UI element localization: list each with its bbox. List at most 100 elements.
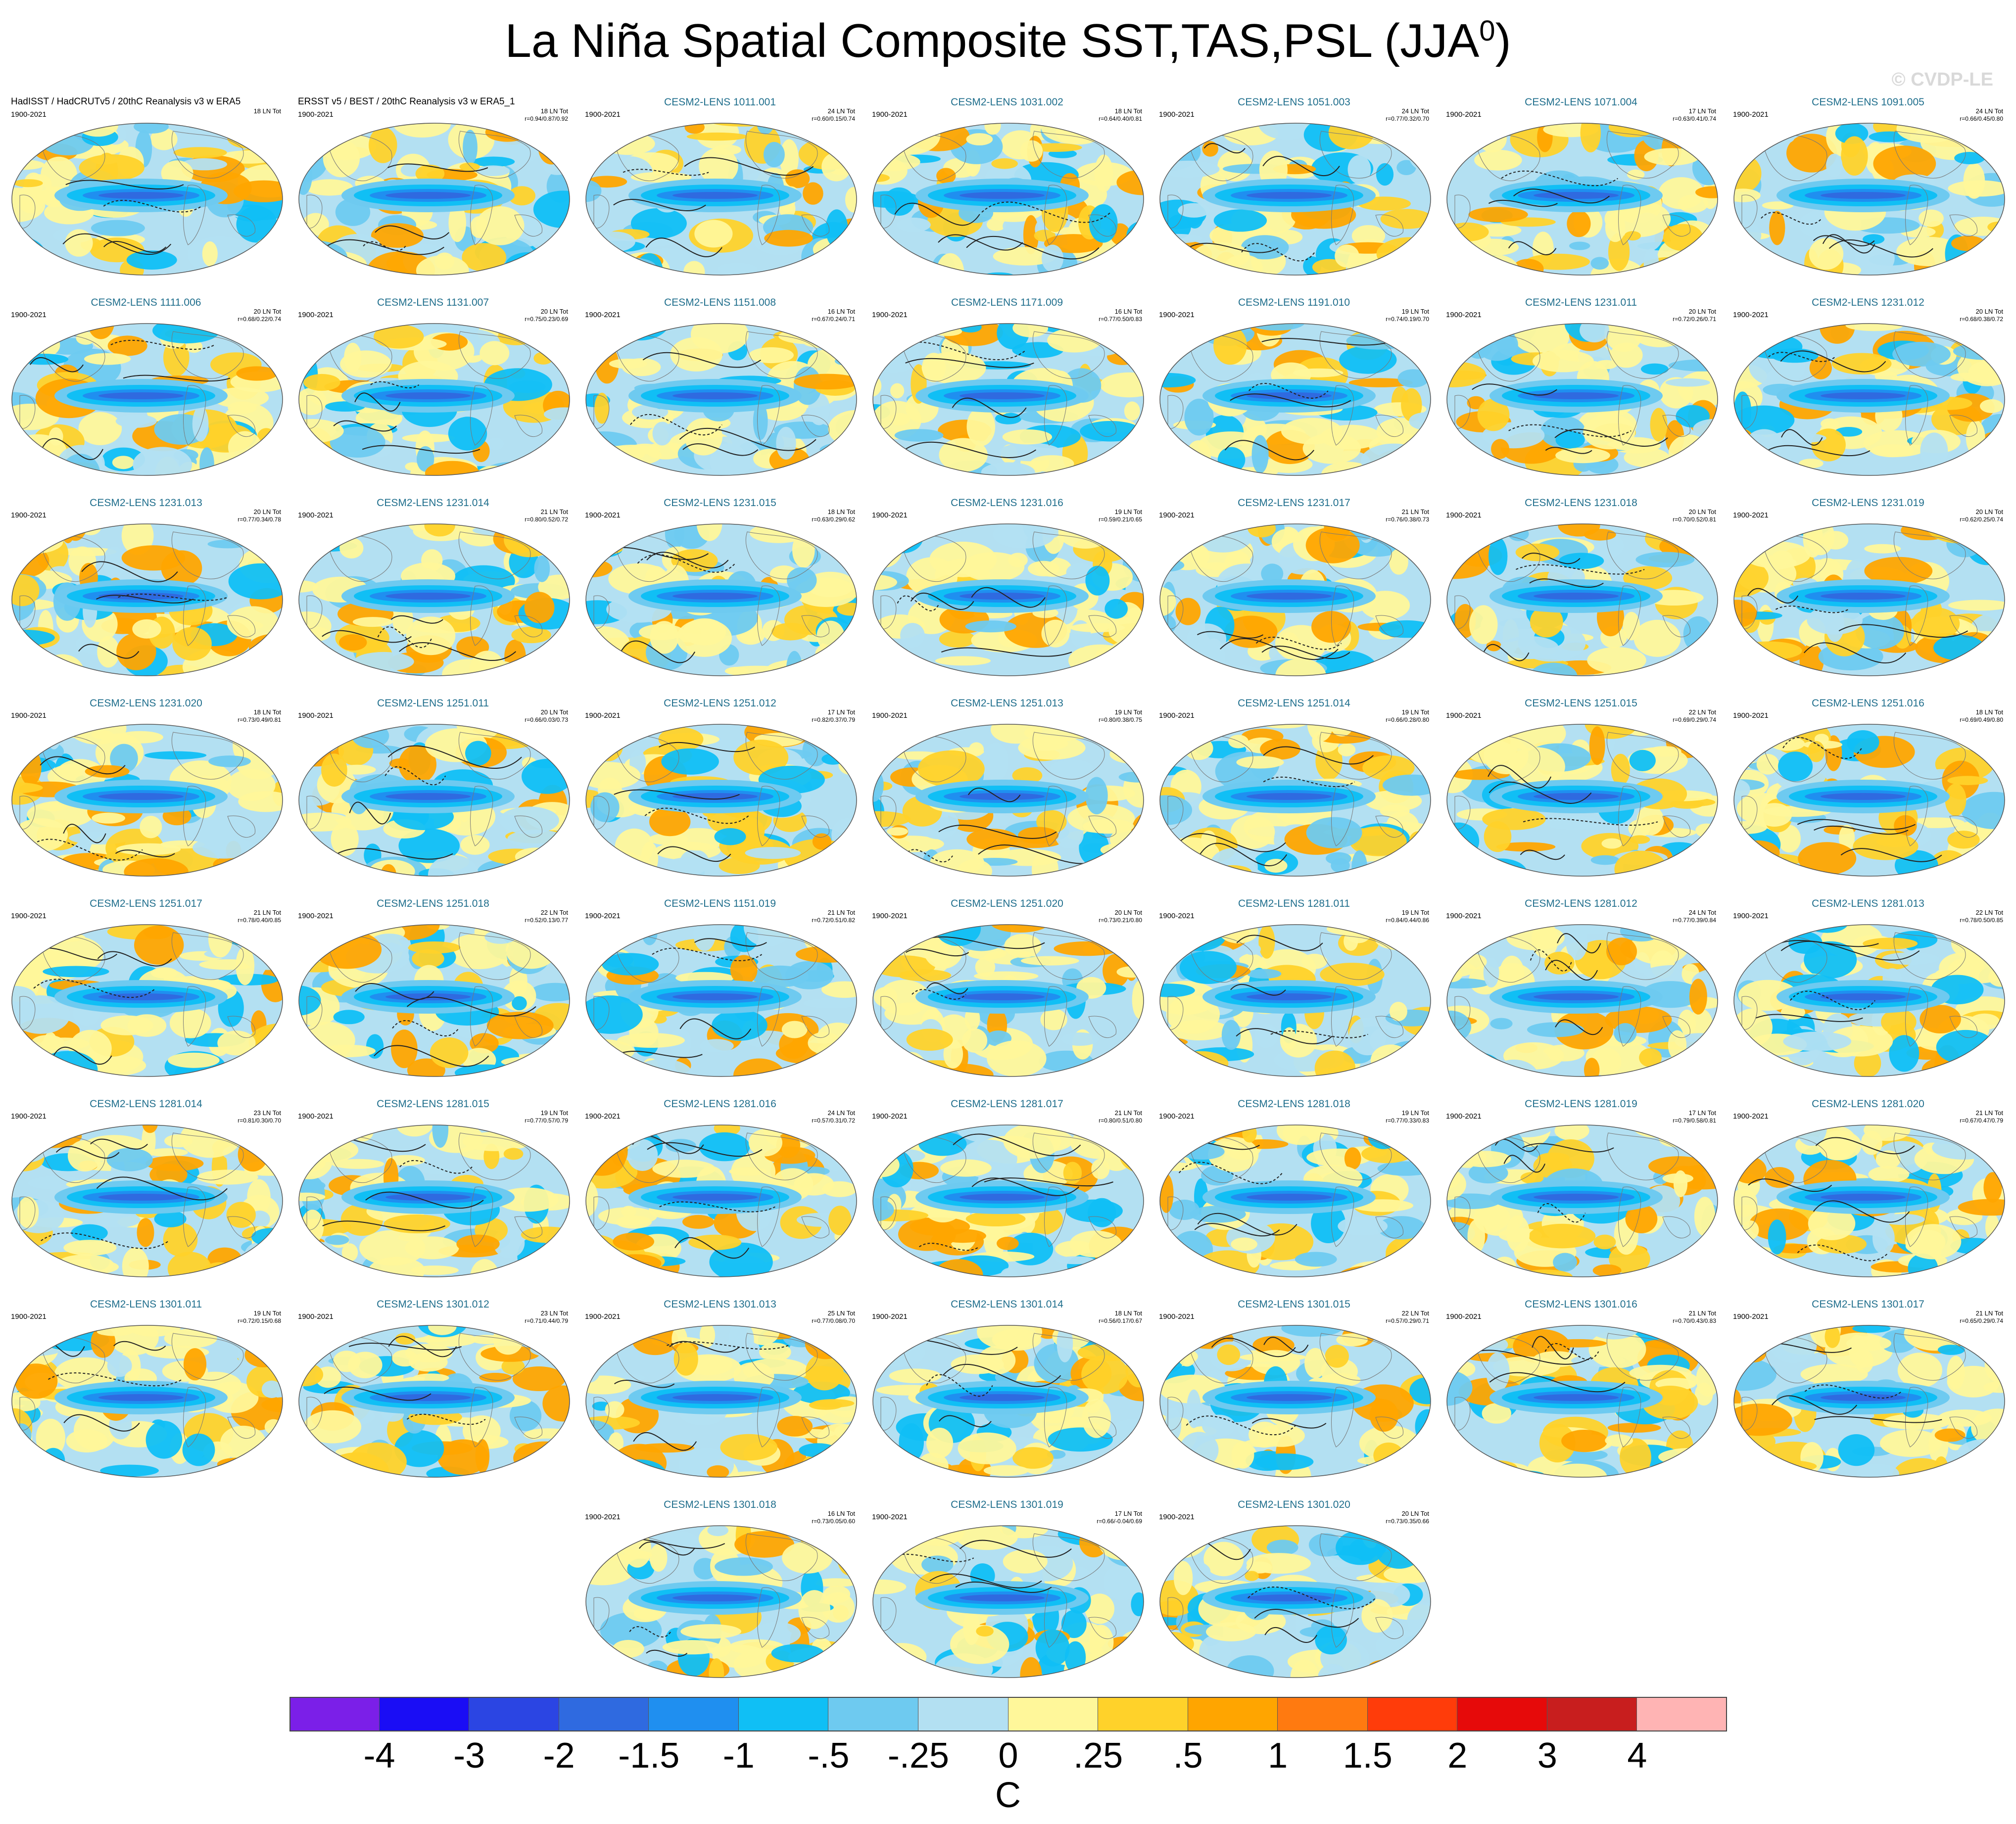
panel-event-count: 24 LN Tot	[1401, 107, 1429, 115]
colorbar-box	[918, 1697, 1008, 1731]
coastline	[19, 996, 36, 1030]
anomaly-blob	[353, 652, 414, 671]
panel-period: 1900-2021	[872, 1312, 908, 1321]
panel-period: 1900-2021	[1733, 110, 1769, 119]
anomaly-blob	[1348, 1017, 1387, 1056]
anomaly-blob	[1163, 724, 1221, 729]
anomaly-blob	[591, 1265, 637, 1277]
psl-contour	[614, 789, 740, 800]
panel-title: CESM2-LENS 1131.007	[377, 297, 489, 308]
anomaly-blob	[331, 822, 359, 856]
coastline	[1167, 795, 1184, 830]
anomaly-blob	[1249, 324, 1305, 331]
panel-title: CESM2-LENS 1051.003	[1238, 96, 1350, 108]
anomaly-blob	[586, 524, 626, 554]
anomaly-blob	[12, 473, 68, 475]
coastline	[1905, 786, 1928, 846]
coastline	[306, 595, 323, 629]
anomaly-blob	[749, 347, 794, 364]
coastline	[1893, 331, 1966, 379]
anomaly-blob	[65, 229, 93, 257]
psl-contour	[1261, 338, 1391, 346]
anomaly-blob	[475, 1439, 490, 1473]
anomaly-blob	[1694, 1197, 1716, 1236]
panel-event-count: 20 LN Tot	[1975, 308, 2003, 315]
anomaly-blob	[321, 324, 337, 329]
anomaly-blob	[465, 741, 491, 766]
globe-outline	[585, 724, 857, 877]
anomaly-blob	[1937, 1325, 2001, 1331]
anomaly-blob	[242, 1068, 283, 1076]
anomaly-blob	[820, 1526, 857, 1541]
coastline	[1032, 732, 1105, 780]
panel-period: 1900-2021	[872, 912, 908, 920]
composite-map	[11, 1124, 283, 1277]
anomaly-blob	[990, 925, 1050, 933]
panel-event-count: 19 LN Tot	[1401, 909, 1429, 916]
anomaly-blob	[1663, 724, 1709, 731]
coastline	[1331, 585, 1354, 646]
psl-contour	[1522, 553, 1581, 564]
coastline	[1949, 415, 1977, 437]
anomaly-blob	[1042, 527, 1060, 538]
anomaly-blob	[258, 1448, 283, 1467]
anomaly-blob	[12, 1333, 59, 1347]
anomaly-blob	[1734, 259, 1762, 275]
anomaly-blob	[1160, 654, 1186, 676]
anomaly-blob	[812, 833, 831, 850]
anomaly-blob	[586, 1051, 609, 1076]
anomaly-blob	[1734, 324, 1747, 334]
anomaly-blob	[1685, 524, 1718, 547]
anomaly-blob	[1124, 401, 1140, 421]
anomaly-blob	[693, 925, 716, 951]
psl-contour	[322, 630, 412, 643]
panel-correlation: r=0.84/0.44/0.86	[1386, 917, 1429, 924]
composite-map	[298, 924, 570, 1077]
psl-contour	[657, 846, 731, 862]
psl-contour	[26, 839, 143, 861]
psl-contour	[1230, 393, 1351, 408]
panel-event-count: 21 LN Tot	[1975, 1310, 2003, 1317]
panel-event-count: 19 LN Tot	[1114, 708, 1142, 716]
anomaly-blob	[217, 1030, 256, 1056]
anomaly-blob	[600, 724, 637, 737]
anomaly-blob	[1593, 1234, 1616, 1250]
anomaly-blob	[14, 1462, 32, 1477]
anomaly-blob	[424, 524, 455, 537]
panel-event-count: 19 LN Tot	[253, 1310, 281, 1317]
anomaly-blob	[1077, 1343, 1137, 1361]
coastline	[1949, 1016, 1977, 1038]
anomaly-blob	[1246, 1553, 1311, 1574]
coastline	[171, 331, 244, 379]
panel-period: 1900-2021	[298, 311, 334, 319]
anomaly-blob	[1629, 749, 1656, 771]
anomaly-blob	[1696, 1039, 1718, 1057]
anomaly-blob	[220, 1425, 266, 1460]
anomaly-blob	[341, 1243, 358, 1262]
anomaly-blob	[1412, 1333, 1431, 1356]
anomaly-blob	[299, 137, 311, 159]
anomaly-blob	[1668, 434, 1710, 471]
anomaly-blob	[149, 1164, 188, 1186]
anomaly-blob	[1231, 873, 1247, 876]
composite-map	[1733, 924, 2005, 1077]
map-panel: CESM2-LENS 1251.018 1900-2021 22 LN Tot r=0…	[292, 893, 574, 1083]
psl-contour	[646, 552, 729, 568]
coastline	[171, 531, 244, 579]
psl-contour	[938, 825, 1057, 839]
anomaly-blob	[1897, 1353, 1942, 1388]
anomaly-blob	[1447, 123, 1456, 153]
panel-correlation: r=0.72/0.26/0.71	[1673, 316, 1716, 323]
globe-outline	[1733, 724, 2005, 877]
composite-map	[585, 1525, 857, 1678]
psl-contour	[1529, 578, 1604, 588]
psl-contour	[96, 1176, 228, 1201]
anomaly-blob	[1601, 838, 1623, 849]
anomaly-blob	[1295, 1252, 1337, 1267]
anomaly-blob	[1266, 1540, 1298, 1555]
globe-outline	[1446, 523, 1718, 676]
map-panel: CESM2-LENS 1151.019 1900-2021 21 LN Tot r=0…	[579, 893, 861, 1083]
composite-map	[585, 724, 857, 877]
colorbar-tick-label: -1.5	[618, 1736, 680, 1776]
anomaly-blob	[1678, 461, 1710, 475]
